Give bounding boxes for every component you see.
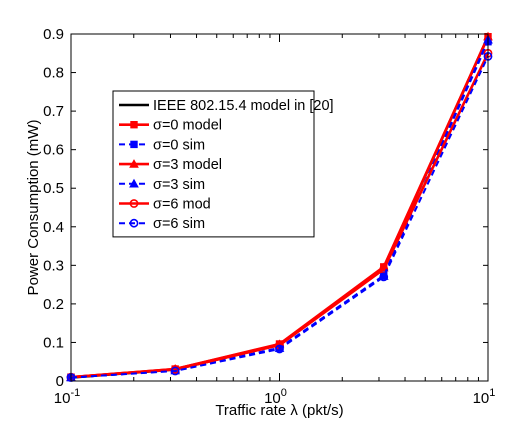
x-tick-label: 100 [264,387,287,407]
y-tick-label: 0.7 [43,103,64,120]
legend-item: σ=3 sim [119,177,205,193]
y-tick-label: 0.5 [43,180,64,197]
legend-label: σ=0 sim [153,137,205,153]
legend-item: σ=3 model [119,157,222,173]
legend-label: σ=3 sim [153,177,205,193]
legend-item: σ=0 sim [119,137,205,153]
x-tick-label: 10-1 [54,387,80,407]
x-tick-exponent: 1 [489,387,495,399]
y-axis-label: Power Consumption (mW) [25,120,42,296]
x-tick-label: 101 [473,387,496,407]
legend-label: IEEE 802.15.4 model in [20] [153,98,334,114]
y-tick-label: 0.9 [43,26,64,43]
legend-swatch-marker [129,159,139,168]
legend-item: σ=6 mod [119,197,211,213]
legend-item: IEEE 802.15.4 model in [20] [119,98,334,114]
legend-swatch-marker [130,121,138,129]
x-tick-base: 10 [54,390,71,407]
legend-label: σ=6 sim [153,216,205,232]
x-tick-base: 10 [473,390,490,407]
legend: IEEE 802.15.4 model in [20] σ=0 model σ=0 … [112,90,334,238]
y-tick-label: 0.4 [43,219,64,236]
legend-swatch-marker [129,218,139,228]
y-tick-label: 0.2 [43,296,64,313]
y-tick-label: 0.6 [43,142,64,159]
y-tick-label: 0.1 [43,334,64,351]
y-tick-label: 0.3 [43,257,64,274]
legend-label: σ=0 model [153,118,222,134]
series-line [70,55,489,379]
x-axis-label: Traffic rate λ (pkt/s) [215,402,343,419]
legend-item: σ=0 model [119,118,222,134]
data-point [170,366,180,376]
x-tick-exponent: -1 [70,387,80,399]
x-tick-exponent: 0 [281,387,287,399]
legend-swatch-marker [129,178,139,188]
legend-label: σ=3 model [153,157,222,173]
legend-swatch-marker [130,140,138,149]
legend-item: σ=6 sim [119,216,205,232]
legend-swatch-marker [129,199,139,208]
y-tick-label: 0.8 [43,65,64,82]
data-point [275,344,284,354]
x-tick-base: 10 [264,390,281,407]
y-tick-label: 0 [56,373,64,390]
axes-layer: 00.10.20.30.40.50.60.70.80.910-1 100 101 [43,26,495,407]
data-point [379,272,389,282]
legend-label: σ=6 mod [153,197,211,213]
